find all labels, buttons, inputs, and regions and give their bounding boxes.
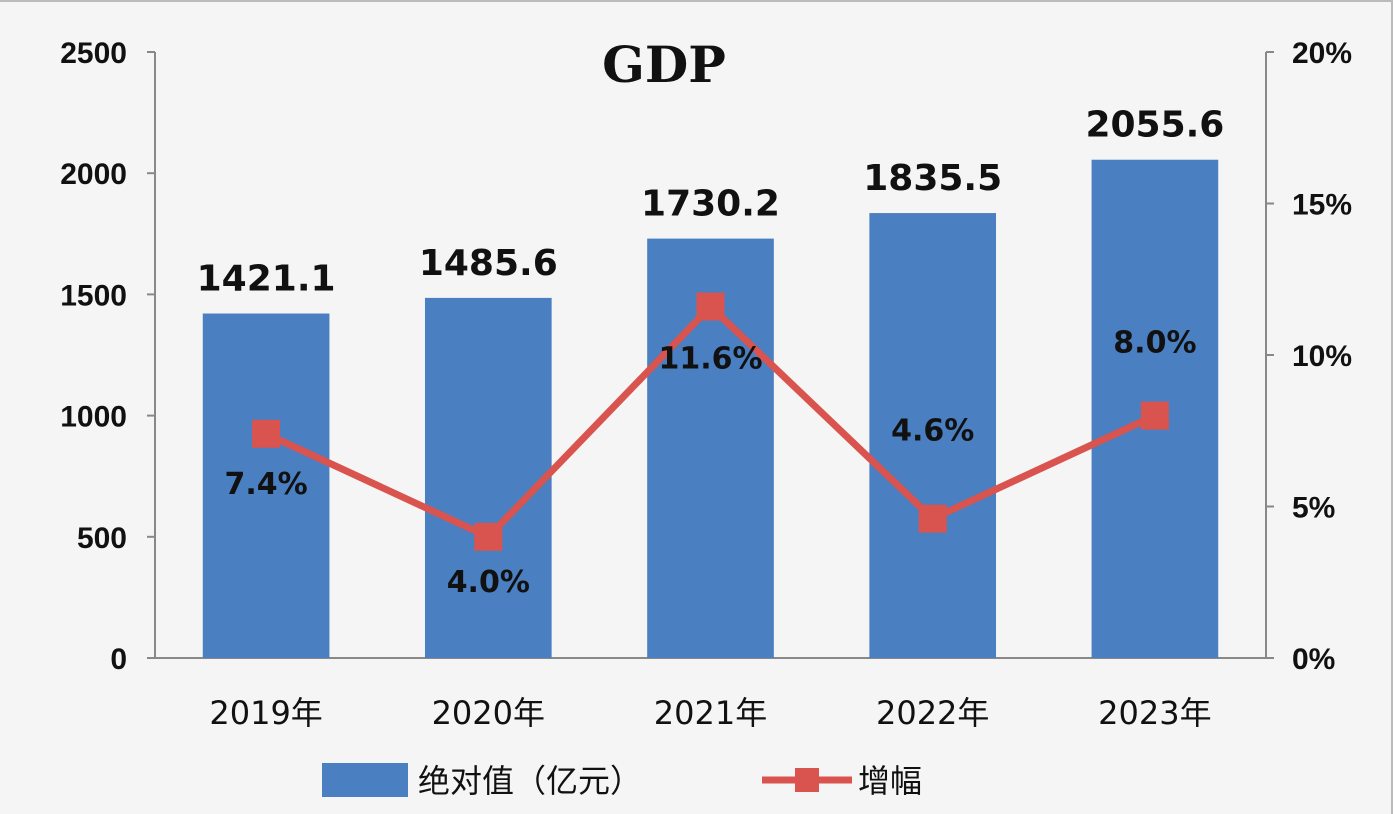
left-tick-label: 2000 [60,158,127,191]
bar-value-label: 1421.1 [197,259,336,300]
line-series [252,292,1169,551]
category-label: 2023年 [1098,694,1211,732]
bar-value-label: 2055.6 [1085,105,1224,146]
right-tick-label: 0% [1292,643,1335,676]
axes: 0 500 1000 1500 2000 2500 0% 5% 10% 15% 20% [60,37,1352,676]
bar-value-label: 1730.2 [641,184,780,225]
growth-value-label: 11.6% [658,342,762,377]
growth-value-label: 4.0% [447,565,530,600]
left-tick-label: 1000 [60,401,127,434]
percent-labels: 7.4% 4.0% 11.6% 4.6% 8.0% [224,326,1196,600]
growth-marker [918,504,947,533]
category-label: 2020年 [432,694,545,732]
right-tick-label: 15% [1292,189,1352,222]
growth-value-label: 8.0% [1113,326,1196,361]
bar-labels: 1421.1 1485.6 1730.2 1835.5 2055.6 [197,105,1225,300]
growth-value-label: 7.4% [224,467,307,502]
bar [869,213,997,658]
category-label: 2022年 [876,694,989,732]
left-tick-label: 1500 [60,279,127,312]
category-label: 2019年 [209,694,322,732]
right-tick-label: 10% [1292,340,1352,373]
right-tick-label: 5% [1292,492,1335,525]
bar-value-label: 1485.6 [419,243,558,284]
left-tick-label: 0 [110,643,127,676]
legend: 绝对值（亿元） 增幅 [322,762,922,800]
category-labels: 2019年 2020年 2021年 2022年 2023年 [209,694,1211,732]
left-tick-label: 500 [77,522,127,555]
growth-marker [252,419,281,448]
bar [424,297,552,658]
growth-marker [696,292,725,321]
growth-marker [474,522,503,551]
category-label: 2021年 [654,694,767,732]
left-tick-label: 2500 [60,37,127,70]
chart-title: GDP [602,35,726,94]
growth-value-label: 4.6% [891,414,974,449]
legend-line-label: 增幅 [858,762,922,800]
growth-marker [1140,401,1169,430]
bar [202,313,330,658]
legend-bar-label: 绝对值（亿元） [418,762,642,800]
right-tick-label: 20% [1292,37,1352,70]
legend-line-marker [795,768,819,792]
bar-value-label: 1835.5 [863,158,1002,199]
legend-bar-swatch [322,763,408,797]
